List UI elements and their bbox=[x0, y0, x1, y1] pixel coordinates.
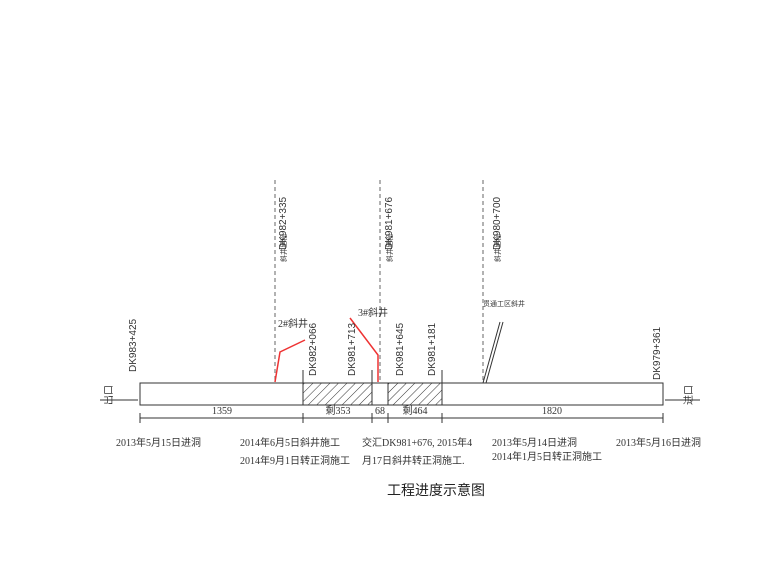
chainage-tag: 斜井里程 bbox=[385, 234, 394, 262]
note: 2014年6月5日斜井施工 bbox=[240, 436, 340, 449]
dimension: 1359 bbox=[212, 406, 232, 417]
chainage: DK980+700 bbox=[492, 196, 503, 250]
dimension: 1820 bbox=[542, 406, 562, 417]
portal-label: 进口 bbox=[683, 385, 695, 405]
portal-label: 出口 bbox=[102, 385, 115, 405]
title: 工程进度示意图 bbox=[387, 482, 485, 499]
shaft-label: 贯通工区斜井 bbox=[483, 299, 525, 308]
note: 交汇DK981+676, 2015年4 bbox=[362, 436, 472, 449]
chainage: DK982+066 bbox=[308, 322, 319, 376]
chainage-tag: 斜井里程 bbox=[279, 234, 288, 262]
dimension: 剩353 bbox=[326, 404, 351, 417]
chainage: DK981+645 bbox=[395, 322, 406, 376]
chainage: DK982+335 bbox=[278, 196, 289, 250]
dimension: 剩464 bbox=[403, 404, 428, 417]
chainage: DK981+713 bbox=[347, 322, 358, 376]
chainage: DK981+181 bbox=[427, 322, 438, 376]
chainage: DK979+361 bbox=[652, 326, 663, 380]
shaft-label: 2#斜井 bbox=[278, 317, 308, 330]
note: 2013年5月16日进洞 bbox=[616, 436, 701, 449]
tunnel bbox=[100, 180, 700, 423]
note: 2013年5月14日进洞 bbox=[492, 436, 577, 449]
chainage: DK983+425 bbox=[128, 318, 139, 372]
dimension: 68 bbox=[375, 406, 385, 417]
note: 月17日斜井转正洞施工. bbox=[362, 454, 465, 467]
shaft-label: 3#斜井 bbox=[358, 306, 388, 319]
note: 2013年5月15日进洞 bbox=[116, 436, 201, 449]
chainage-tag: 斜井里程 bbox=[493, 234, 502, 262]
chainage: DK981+676 bbox=[384, 196, 395, 250]
note: 2014年9月1日转正洞施工 bbox=[240, 454, 350, 467]
note: 2014年1月5日转正洞施工 bbox=[492, 450, 602, 463]
